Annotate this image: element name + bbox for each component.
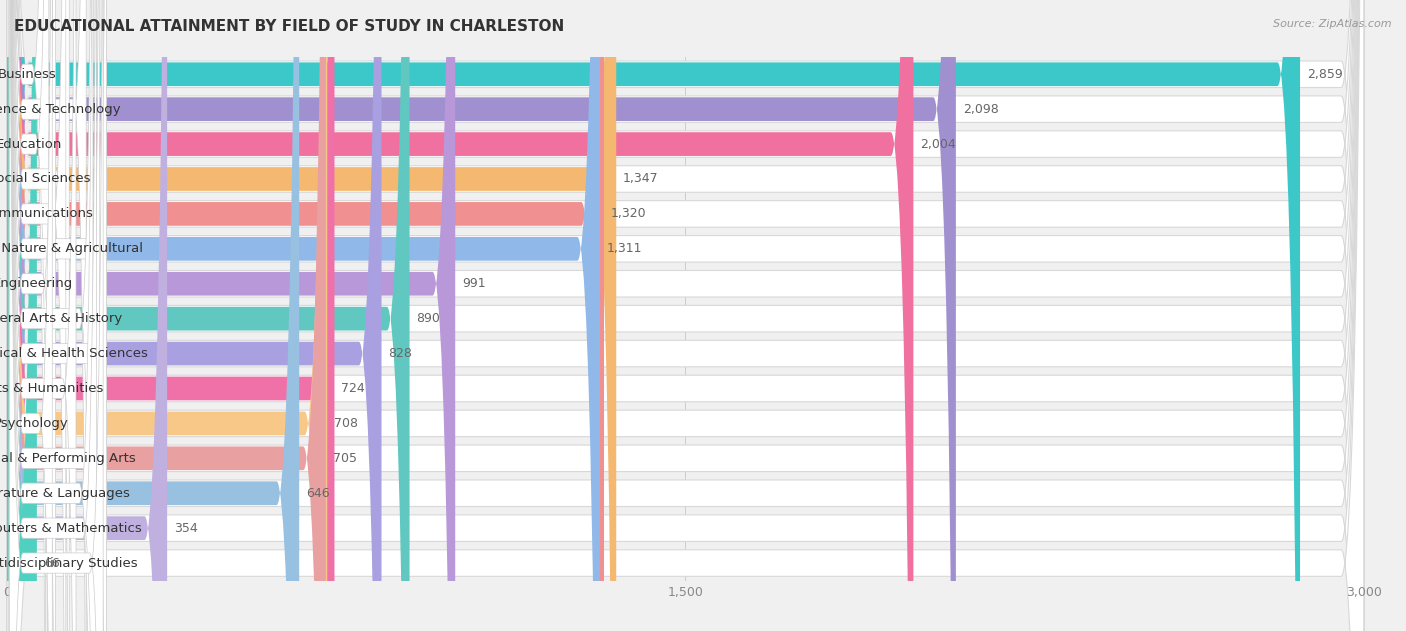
- FancyBboxPatch shape: [7, 0, 381, 631]
- Text: EDUCATIONAL ATTAINMENT BY FIELD OF STUDY IN CHARLESTON: EDUCATIONAL ATTAINMENT BY FIELD OF STUDY…: [14, 19, 564, 34]
- Text: 1,311: 1,311: [607, 242, 643, 256]
- Text: Psychology: Psychology: [0, 417, 67, 430]
- FancyBboxPatch shape: [7, 0, 1364, 631]
- FancyBboxPatch shape: [7, 0, 1364, 631]
- Text: Multidisciplinary Studies: Multidisciplinary Studies: [0, 557, 138, 570]
- Text: 1,347: 1,347: [623, 172, 658, 186]
- Text: 708: 708: [335, 417, 359, 430]
- FancyBboxPatch shape: [10, 0, 93, 631]
- FancyBboxPatch shape: [10, 0, 56, 631]
- FancyBboxPatch shape: [10, 0, 103, 631]
- FancyBboxPatch shape: [10, 0, 93, 631]
- Text: Visual & Performing Arts: Visual & Performing Arts: [0, 452, 136, 465]
- FancyBboxPatch shape: [7, 0, 326, 631]
- FancyBboxPatch shape: [7, 0, 1364, 631]
- FancyBboxPatch shape: [7, 0, 1364, 631]
- FancyBboxPatch shape: [7, 0, 1364, 631]
- Text: Business: Business: [0, 68, 56, 81]
- FancyBboxPatch shape: [10, 0, 100, 631]
- Text: 828: 828: [388, 347, 412, 360]
- FancyBboxPatch shape: [10, 0, 52, 631]
- FancyBboxPatch shape: [7, 0, 956, 631]
- FancyBboxPatch shape: [7, 0, 600, 631]
- FancyBboxPatch shape: [7, 0, 335, 631]
- FancyBboxPatch shape: [7, 0, 1364, 631]
- Text: 724: 724: [342, 382, 366, 395]
- Text: Liberal Arts & History: Liberal Arts & History: [0, 312, 122, 325]
- FancyBboxPatch shape: [7, 0, 1364, 631]
- FancyBboxPatch shape: [7, 0, 1364, 631]
- Text: Computers & Mathematics: Computers & Mathematics: [0, 522, 142, 534]
- FancyBboxPatch shape: [7, 0, 1301, 631]
- FancyBboxPatch shape: [7, 0, 456, 631]
- FancyBboxPatch shape: [7, 0, 328, 631]
- FancyBboxPatch shape: [7, 0, 605, 631]
- Text: 66: 66: [44, 557, 59, 570]
- FancyBboxPatch shape: [7, 0, 1364, 631]
- FancyBboxPatch shape: [7, 0, 299, 631]
- Text: Engineering: Engineering: [0, 277, 73, 290]
- FancyBboxPatch shape: [10, 0, 107, 631]
- Text: 646: 646: [307, 487, 329, 500]
- FancyBboxPatch shape: [10, 0, 76, 631]
- FancyBboxPatch shape: [7, 0, 1364, 631]
- Text: 890: 890: [416, 312, 440, 325]
- FancyBboxPatch shape: [10, 0, 69, 631]
- Text: 2,004: 2,004: [920, 138, 956, 151]
- FancyBboxPatch shape: [7, 0, 1364, 631]
- Text: Science & Technology: Science & Technology: [0, 103, 121, 115]
- FancyBboxPatch shape: [7, 0, 37, 631]
- Text: Communications: Communications: [0, 208, 93, 220]
- FancyBboxPatch shape: [10, 0, 97, 631]
- FancyBboxPatch shape: [10, 0, 107, 631]
- FancyBboxPatch shape: [10, 0, 49, 631]
- FancyBboxPatch shape: [10, 0, 86, 631]
- Text: Arts & Humanities: Arts & Humanities: [0, 382, 103, 395]
- Text: Source: ZipAtlas.com: Source: ZipAtlas.com: [1274, 19, 1392, 29]
- Text: 2,859: 2,859: [1306, 68, 1343, 81]
- Text: 354: 354: [174, 522, 198, 534]
- FancyBboxPatch shape: [7, 0, 1364, 631]
- Text: 991: 991: [463, 277, 485, 290]
- Text: Bio, Nature & Agricultural: Bio, Nature & Agricultural: [0, 242, 143, 256]
- Text: Social Sciences: Social Sciences: [0, 172, 90, 186]
- FancyBboxPatch shape: [7, 0, 1364, 631]
- FancyBboxPatch shape: [7, 0, 1364, 631]
- Text: Physical & Health Sciences: Physical & Health Sciences: [0, 347, 148, 360]
- Text: Literature & Languages: Literature & Languages: [0, 487, 129, 500]
- FancyBboxPatch shape: [7, 0, 167, 631]
- FancyBboxPatch shape: [7, 0, 914, 631]
- Text: 2,098: 2,098: [963, 103, 998, 115]
- Text: 705: 705: [333, 452, 357, 465]
- FancyBboxPatch shape: [7, 0, 409, 631]
- FancyBboxPatch shape: [7, 0, 616, 631]
- FancyBboxPatch shape: [10, 0, 66, 631]
- FancyBboxPatch shape: [10, 0, 45, 631]
- Text: Education: Education: [0, 138, 62, 151]
- Text: 1,320: 1,320: [610, 208, 647, 220]
- FancyBboxPatch shape: [7, 0, 1364, 631]
